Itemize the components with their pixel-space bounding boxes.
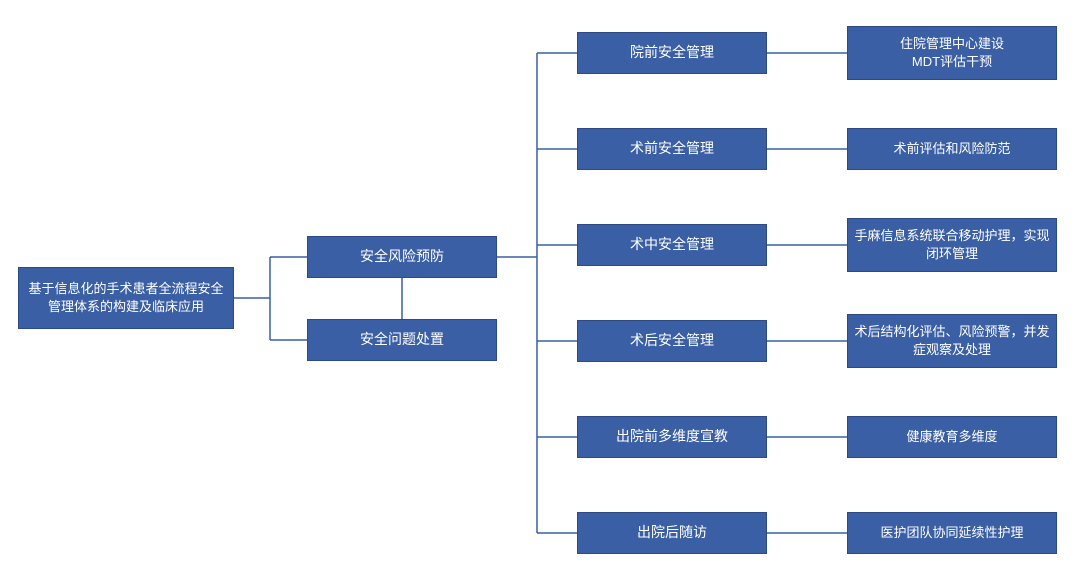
l4-health-edu: 健康教育多维度 xyxy=(847,416,1057,458)
l4-anesthesia-info: 手麻信息系统联合移动护理，实现闭环管理 xyxy=(847,218,1057,272)
l2-problem-handling: 安全问题处置 xyxy=(307,319,497,361)
l4-continuity-care: 医护团队协同延续性护理 xyxy=(847,512,1057,554)
l3-post-op: 术后安全管理 xyxy=(577,320,767,362)
l2-risk-prevention: 安全风险预防 xyxy=(307,236,497,278)
l3-pre-op: 术前安全管理 xyxy=(577,128,767,170)
l3-pre-hospital: 院前安全管理 xyxy=(577,32,767,74)
l3-pre-discharge: 出院前多维度宣教 xyxy=(577,416,767,458)
l3-post-discharge: 出院后随访 xyxy=(577,512,767,554)
l4-admission-mdt: 住院管理中心建设 MDT评估干预 xyxy=(847,26,1057,80)
l3-intra-op: 术中安全管理 xyxy=(577,224,767,266)
l4-post-op-assess: 术后结构化评估、风险预警，并发症观察及处理 xyxy=(847,314,1057,368)
l4-pre-op-assess: 术前评估和风险防范 xyxy=(847,128,1057,170)
root-node: 基于信息化的手术患者全流程安全管理体系的构建及临床应用 xyxy=(18,267,234,329)
